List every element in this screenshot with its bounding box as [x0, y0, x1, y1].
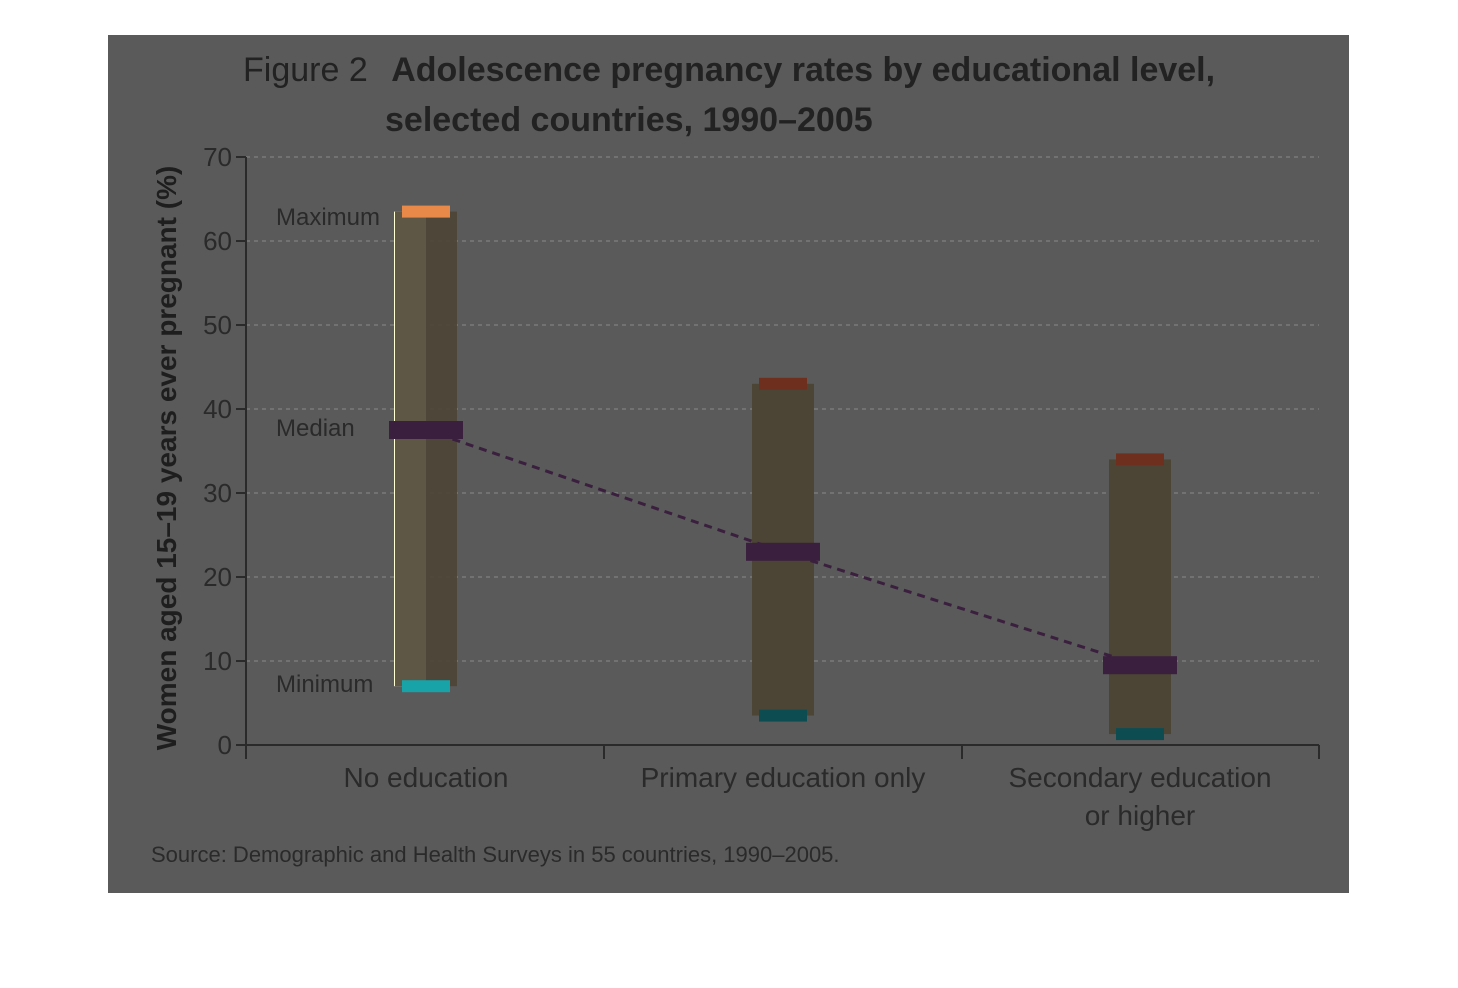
x-category-label: Secondary education: [1008, 762, 1271, 793]
source-note: Source: Demographic and Health Surveys i…: [151, 842, 840, 867]
title-prefix: Figure 2: [243, 51, 368, 89]
y-tick-label: 40: [203, 394, 232, 424]
y-tick-label: 20: [203, 562, 232, 592]
y-tick-label: 10: [203, 646, 232, 676]
range-bars: [395, 211, 1171, 735]
axes: [236, 156, 1320, 759]
median-mark: [389, 421, 463, 439]
median-mark: [1103, 656, 1177, 675]
y-tick-label: 70: [203, 142, 232, 172]
legend-label-maximum: Maximum: [276, 204, 380, 231]
title-line-2: selected countries, 1990–2005: [385, 101, 873, 139]
chart-title: Figure 2 Adolescence pregnancy rates by …: [243, 51, 1215, 89]
y-tick-label: 0: [218, 730, 232, 760]
minimum-mark: [1116, 728, 1164, 741]
y-tick-label: 60: [203, 226, 232, 256]
minimum-mark: [759, 709, 807, 722]
value-marks: [389, 205, 1177, 741]
maximum-mark: [1116, 453, 1164, 466]
y-tick-label: 50: [203, 310, 232, 340]
range-bar: [395, 211, 457, 687]
figure-panel: Figure 2 Adolescence pregnancy rates by …: [108, 35, 1349, 893]
minimum-mark: [402, 680, 450, 693]
maximum-mark: [759, 377, 807, 390]
maximum-mark: [402, 205, 450, 218]
range-bar: [1109, 459, 1171, 735]
y-axis-label: Women aged 15–19 years ever pregnant (%): [151, 166, 182, 751]
title-line-1: Adolescence pregnancy rates by education…: [391, 51, 1215, 89]
x-category-label: or higher: [1085, 800, 1196, 831]
legend-label-median: Median: [276, 415, 355, 442]
y-tick-label: 30: [203, 478, 232, 508]
median-mark: [746, 542, 820, 561]
legend-label-minimum: Minimum: [276, 671, 373, 698]
axis-labels: 0 10 20 30 40 50 60 70 No education Primary educa…: [203, 142, 1271, 831]
x-category-label: No education: [343, 762, 508, 793]
x-category-label: Primary education only: [641, 762, 926, 793]
chart: Figure 2 Adolescence pregnancy rates by …: [151, 51, 1320, 867]
